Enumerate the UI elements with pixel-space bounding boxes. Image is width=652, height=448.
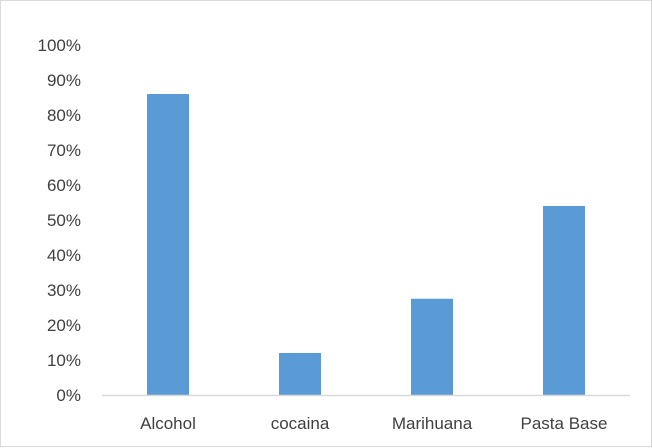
bar-marihuana — [411, 298, 453, 395]
x-category-label: Alcohol — [140, 414, 196, 433]
y-tick-label: 100% — [38, 36, 81, 55]
bar-alcohol — [147, 94, 189, 395]
y-tick-label: 60% — [47, 176, 81, 195]
y-tick-label: 40% — [47, 246, 81, 265]
y-tick-label: 0% — [56, 386, 81, 405]
y-tick-label: 50% — [47, 211, 81, 230]
bar-cocaina — [279, 353, 321, 395]
y-tick-label: 10% — [47, 351, 81, 370]
y-tick-label: 20% — [47, 316, 81, 335]
x-category-label: Pasta Base — [521, 414, 608, 433]
bar-pasta-base — [543, 206, 585, 395]
y-tick-label: 30% — [47, 281, 81, 300]
x-category-label: cocaina — [271, 414, 330, 433]
y-tick-label: 90% — [47, 71, 81, 90]
x-category-label: Marihuana — [392, 414, 473, 433]
y-tick-label: 70% — [47, 141, 81, 160]
y-tick-label: 80% — [47, 106, 81, 125]
